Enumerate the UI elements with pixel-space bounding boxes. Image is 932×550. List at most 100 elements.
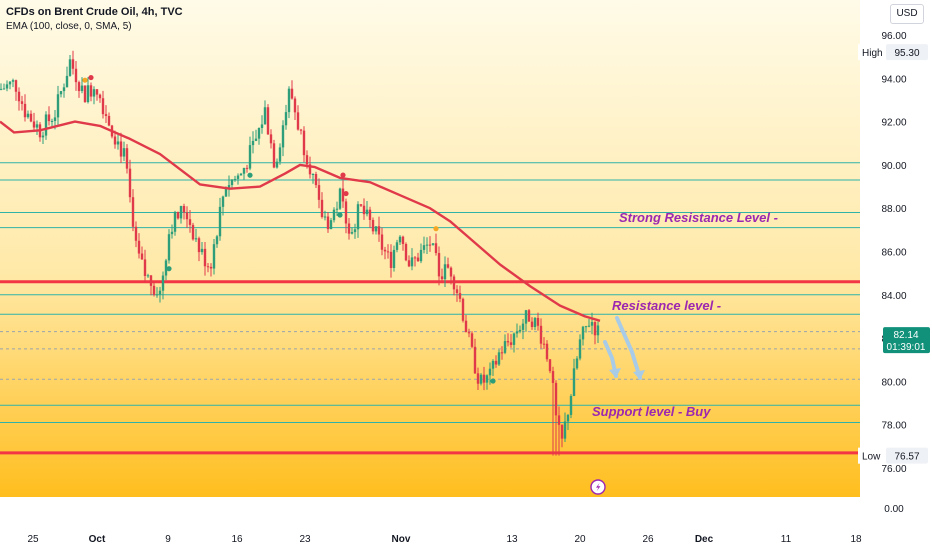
candle-body: [290, 88, 294, 99]
time-tick-label: 26: [642, 534, 654, 545]
candle-body: [404, 244, 408, 261]
candle-body: [539, 325, 543, 344]
candle-body: [437, 253, 441, 277]
candle-body: [218, 206, 222, 237]
candle-body: [482, 374, 486, 383]
candle-body: [389, 251, 393, 268]
candle-body: [8, 81, 12, 85]
candle-body: [575, 358, 579, 369]
price-tick-label: 76.00: [881, 464, 906, 475]
candle-body: [53, 117, 57, 122]
candle-body: [164, 260, 168, 276]
candle-body: [371, 219, 375, 232]
candle-body: [512, 333, 516, 345]
candle-body: [113, 136, 117, 145]
price-tag-label: High: [862, 48, 883, 59]
signal-dot: [88, 74, 94, 81]
candle-body: [161, 275, 165, 291]
candle-body: [59, 91, 63, 95]
candle-body: [491, 360, 495, 369]
candle-body: [356, 204, 360, 230]
candle-body: [260, 124, 264, 129]
candle-body: [335, 208, 339, 210]
candle-body: [446, 264, 450, 268]
price-tick-label: 78.00: [881, 421, 906, 432]
candle-body: [74, 68, 78, 83]
candle-body: [227, 185, 231, 189]
candle-body: [122, 148, 126, 157]
time-tick-label: 25: [27, 534, 39, 545]
candle-body: [461, 298, 465, 321]
forecast-arrows: [603, 316, 645, 380]
signal-dot: [247, 172, 253, 178]
candle-body: [263, 107, 267, 125]
candle-body: [596, 325, 600, 336]
candle-body: [317, 185, 321, 200]
candle-body: [62, 87, 66, 92]
candle-body: [395, 242, 399, 250]
candle-body: [23, 103, 27, 118]
candle-body: [410, 257, 414, 267]
signal-dot: [82, 77, 88, 83]
candle-body: [311, 174, 315, 176]
candle-body: [422, 245, 426, 250]
signal-dot: [166, 266, 172, 272]
last-price-tag: [883, 327, 930, 354]
price-tick-label: 84.00: [881, 291, 906, 302]
candle-body: [92, 89, 96, 97]
candle-body: [167, 234, 171, 261]
candle-body: [89, 85, 93, 97]
candle-body: [20, 101, 24, 104]
candle-body: [566, 414, 570, 422]
candle-body: [140, 253, 144, 260]
candle-body: [503, 341, 507, 353]
time-axis-area: [0, 524, 860, 550]
candle-body: [281, 125, 285, 148]
candle-body: [548, 359, 552, 372]
candle-body: [488, 368, 492, 376]
indicator-legend[interactable]: EMA (100, close, 0, SMA, 5): [6, 21, 132, 32]
candle-body: [5, 84, 9, 89]
currency-button[interactable]: USD: [890, 4, 924, 24]
candle-body: [83, 85, 87, 103]
candle-body: [278, 147, 282, 162]
candle-body: [131, 197, 135, 227]
candle-body: [119, 141, 123, 157]
candle-body: [107, 115, 111, 126]
candle-body: [323, 216, 327, 218]
candle-body: [257, 128, 261, 139]
candle-body: [14, 80, 18, 92]
candle-body: [206, 266, 210, 268]
candle-body: [230, 179, 234, 186]
flash-icon[interactable]: [590, 479, 606, 495]
candle-body: [431, 243, 435, 245]
candle-body: [338, 188, 342, 209]
candle-body: [302, 130, 306, 156]
candle-body: [275, 161, 279, 168]
candle-body: [209, 266, 213, 269]
strong-resistance-label: Strong Resistance Level -: [619, 210, 778, 225]
price-tag-box: [886, 44, 928, 61]
candle-body: [50, 121, 54, 123]
ema-line: [0, 120, 601, 322]
bar-countdown: 01:39:01: [887, 342, 926, 353]
candle-body: [2, 88, 6, 90]
candle-body: [251, 140, 255, 146]
arrow-head: [633, 370, 645, 380]
candle-body: [449, 267, 453, 277]
price-tag-label: Low: [862, 452, 881, 463]
candle-body: [104, 114, 108, 116]
volume-pane: [0, 497, 860, 524]
candle-body: [590, 322, 594, 326]
price-tick-label: 80.00: [881, 377, 906, 388]
candle-body: [41, 135, 45, 138]
candle-body: [557, 415, 561, 425]
candle-body: [293, 98, 297, 113]
candle-body: [152, 285, 156, 295]
candle-body: [416, 257, 420, 262]
candle-body: [344, 201, 348, 224]
candle-body: [26, 113, 30, 118]
candle-body: [176, 211, 180, 219]
candle-body: [377, 226, 381, 235]
